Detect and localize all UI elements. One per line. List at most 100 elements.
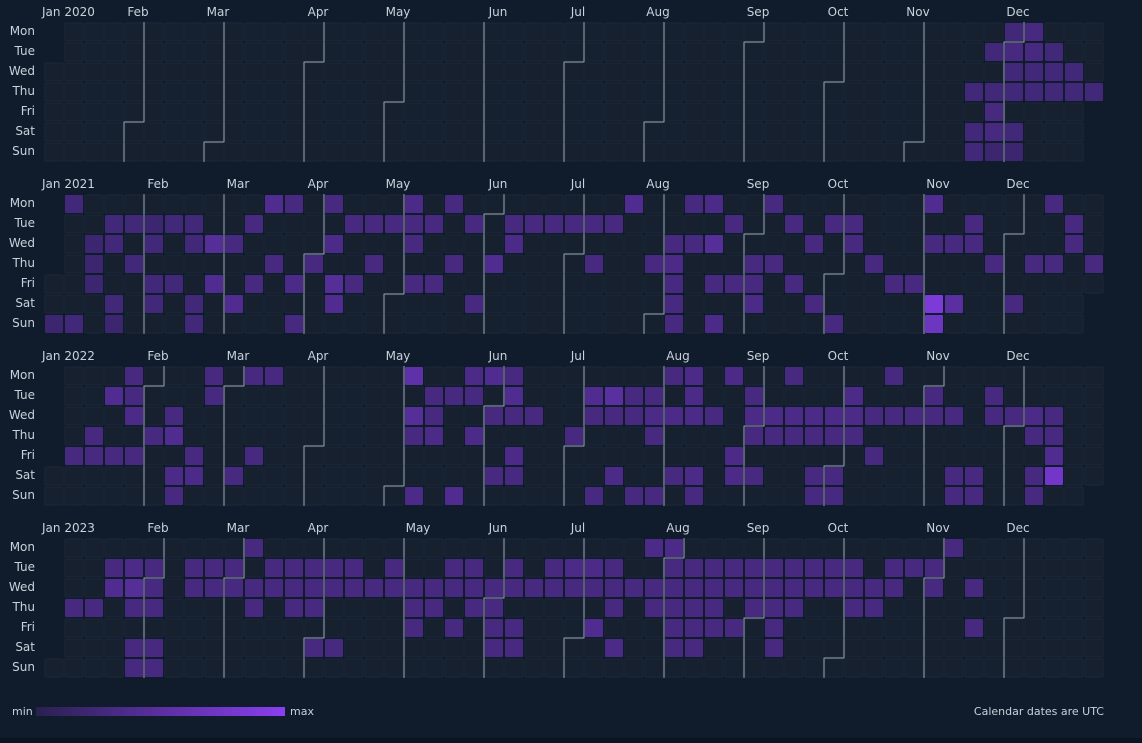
day-cell — [1064, 254, 1084, 274]
day-cell-active — [1025, 83, 1043, 101]
day-cell — [144, 466, 164, 486]
weekday-label: Sun — [12, 144, 35, 158]
day-cell-active — [925, 195, 943, 213]
day-cell — [324, 598, 344, 618]
day-cell — [924, 486, 944, 506]
month-label: Jan 2022 — [41, 349, 95, 363]
day-cell — [604, 426, 624, 446]
day-cell — [964, 558, 984, 578]
day-cell — [364, 102, 384, 122]
day-cell — [1044, 486, 1064, 506]
day-cell — [1064, 486, 1084, 506]
day-cell — [684, 446, 704, 466]
day-cell-active — [665, 559, 683, 577]
day-cell — [1064, 446, 1084, 466]
day-cell — [384, 274, 404, 294]
day-cell — [944, 314, 964, 334]
day-cell-active — [505, 215, 523, 233]
day-cell — [544, 274, 564, 294]
day-cell-active — [165, 427, 183, 445]
day-cell — [704, 658, 724, 678]
utc-note: Calendar dates are UTC — [973, 705, 1104, 718]
day-cell — [164, 234, 184, 254]
day-cell — [344, 122, 364, 142]
day-cell — [924, 638, 944, 658]
day-cell — [304, 102, 324, 122]
weekday-label: Thu — [11, 428, 35, 442]
day-cell-active — [125, 367, 143, 385]
day-cell-active — [745, 387, 763, 405]
day-cell — [464, 102, 484, 122]
day-cell — [444, 82, 464, 102]
day-cell — [304, 62, 324, 82]
day-cell — [764, 102, 784, 122]
day-cell — [164, 142, 184, 162]
day-cell — [904, 82, 924, 102]
day-cell — [764, 538, 784, 558]
day-cell — [704, 466, 724, 486]
day-cell — [244, 558, 264, 578]
month-label: Feb — [147, 521, 168, 535]
day-cell-active — [285, 275, 303, 293]
day-cell-active — [345, 559, 363, 577]
day-cell — [524, 314, 544, 334]
day-cell — [444, 638, 464, 658]
month-boundary-line — [923, 366, 945, 506]
day-cell — [164, 314, 184, 334]
day-cell — [724, 426, 744, 446]
day-cell — [864, 538, 884, 558]
day-cell — [1024, 234, 1044, 254]
day-cell — [704, 122, 724, 142]
day-cell-active — [405, 487, 423, 505]
month-boundary-line — [563, 366, 585, 506]
day-cell — [744, 486, 764, 506]
day-cell-active — [1085, 255, 1103, 273]
day-cell — [264, 214, 284, 234]
day-cell-active — [785, 579, 803, 597]
day-cell — [744, 446, 764, 466]
day-cell — [444, 274, 464, 294]
day-cell-active — [505, 467, 523, 485]
day-cell — [1004, 102, 1024, 122]
day-cell — [644, 446, 664, 466]
day-cell — [904, 42, 924, 62]
day-cell-active — [685, 367, 703, 385]
day-cell — [384, 406, 404, 426]
day-cell — [144, 142, 164, 162]
day-cell — [1064, 142, 1084, 162]
day-cell — [784, 194, 804, 214]
day-cell — [684, 294, 704, 314]
day-cell — [84, 658, 104, 678]
day-cell — [764, 274, 784, 294]
day-cell — [864, 658, 884, 678]
day-cell — [284, 638, 304, 658]
month-label: Jun — [488, 521, 508, 535]
day-cell — [404, 466, 424, 486]
day-cell-active — [1005, 23, 1023, 41]
day-cell — [884, 618, 904, 638]
day-cell — [724, 406, 744, 426]
day-cell — [264, 406, 284, 426]
day-cell — [804, 366, 824, 386]
day-cell — [684, 62, 704, 82]
day-cell — [304, 22, 324, 42]
day-cell — [824, 42, 844, 62]
day-cell — [544, 446, 564, 466]
day-cell — [284, 294, 304, 314]
day-cell-active — [505, 387, 523, 405]
day-cell — [244, 42, 264, 62]
day-cell — [164, 446, 184, 466]
day-cell — [1024, 314, 1044, 334]
day-cell — [584, 82, 604, 102]
day-cell — [924, 598, 944, 618]
day-cell — [124, 466, 144, 486]
day-cell-active — [465, 367, 483, 385]
day-cell — [104, 142, 124, 162]
day-cell — [204, 406, 224, 426]
day-cell — [484, 142, 504, 162]
day-cell — [404, 558, 424, 578]
day-cell-active — [805, 407, 823, 425]
day-cell — [104, 254, 124, 274]
day-cell — [164, 82, 184, 102]
day-cell — [84, 214, 104, 234]
